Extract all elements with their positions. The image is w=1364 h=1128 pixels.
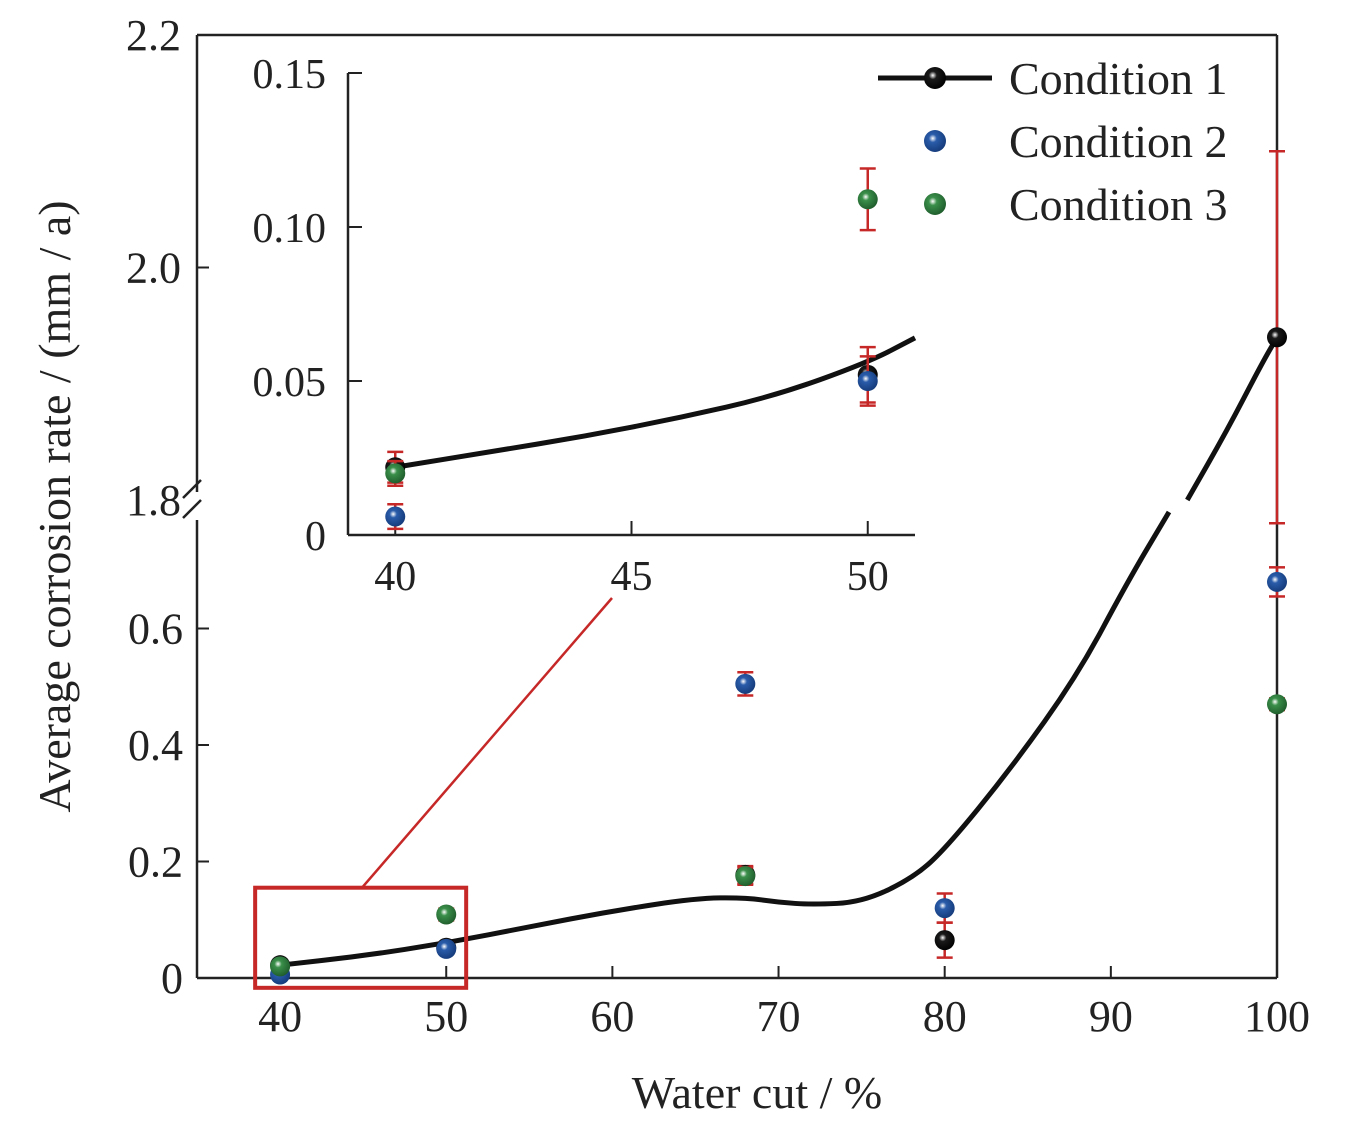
axis-break-mark <box>182 499 202 519</box>
condition-1-point <box>1267 327 1287 348</box>
legend-label-condition-3: Condition 3 <box>1009 179 1228 230</box>
zoom-connector-line <box>361 597 613 889</box>
condition-2-point <box>857 371 878 391</box>
inset-x-tick-label: 45 <box>611 554 653 600</box>
condition-1-fit-line <box>1185 336 1280 502</box>
x-tick-label: 50 <box>424 992 468 1041</box>
inset-y-tick-label: 0.15 <box>253 52 327 98</box>
condition-1-point <box>934 930 955 951</box>
inset-y-tick-label: 0 <box>305 514 326 560</box>
y-tick-label: 1.8 <box>126 476 181 525</box>
inset-plot: 40 45 50 0 0.05 0.10 0.15 <box>253 52 925 600</box>
y-tick-label: 0.6 <box>128 605 183 654</box>
x-axis-title: Water cut / % <box>632 1067 882 1118</box>
inset-background <box>348 63 925 537</box>
condition-3-point <box>735 866 756 887</box>
condition-2-point <box>385 506 406 527</box>
x-tick-label: 100 <box>1244 992 1310 1041</box>
inset-y-tick-label: 0.05 <box>253 360 327 406</box>
condition-2-point <box>735 673 756 694</box>
y-tick-label: 0 <box>161 954 183 1003</box>
x-tick-label: 60 <box>590 992 634 1041</box>
legend: Condition 1 Condition 2 Condition 3 <box>878 53 1228 230</box>
legend-marker-condition-2 <box>924 130 946 152</box>
inset-x-tick-label: 40 <box>374 554 416 600</box>
legend-marker-condition-3 <box>924 193 946 215</box>
condition-3-point <box>385 463 406 484</box>
condition-2-point <box>1267 571 1287 592</box>
x-tick-label: 90 <box>1089 992 1133 1041</box>
zoom-region-box <box>253 885 469 990</box>
condition-3-point <box>436 904 457 925</box>
inset-fit-line <box>394 335 917 470</box>
x-tick-label: 70 <box>757 992 801 1041</box>
y-tick-label: 0.2 <box>128 838 183 887</box>
condition-2-point <box>436 938 457 959</box>
inset-y-tick-label: 0.10 <box>253 206 327 252</box>
condition-3-point <box>270 956 291 977</box>
y-axis-title: Average corrosion rate / (mm / a) <box>29 200 80 812</box>
axis-break-mark <box>182 479 202 499</box>
legend-marker-condition-1 <box>924 67 946 89</box>
y-tick-label: 0.4 <box>128 721 183 770</box>
condition-3-point <box>857 189 878 210</box>
condition-3-point <box>1267 694 1287 715</box>
y-tick-label: 2.0 <box>126 244 181 293</box>
legend-label-condition-2: Condition 2 <box>1009 116 1228 167</box>
condition-2-point <box>934 898 955 919</box>
main-plot: 40 50 60 70 80 90 100 0 0.2 0.4 0.6 1.8 2.0 2.2 Water … <box>29 11 1310 1118</box>
legend-label-condition-1: Condition 1 <box>1009 53 1228 104</box>
inset-x-tick-label: 50 <box>847 554 889 600</box>
y-tick-label: 2.2 <box>126 11 181 60</box>
x-tick-label: 40 <box>258 992 302 1041</box>
x-tick-label: 80 <box>923 992 967 1041</box>
